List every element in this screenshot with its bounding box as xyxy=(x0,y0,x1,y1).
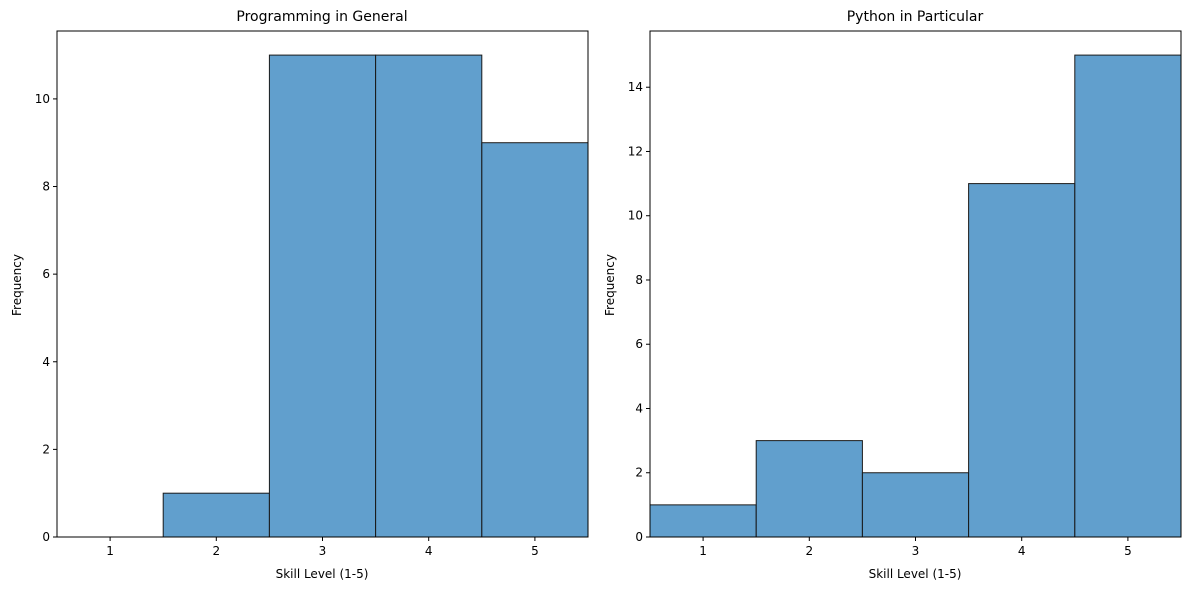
y-tick-label: 14 xyxy=(628,80,643,94)
x-axis-label: Skill Level (1-5) xyxy=(276,567,369,581)
y-axis-label: Frequency xyxy=(10,254,24,316)
y-tick-label: 8 xyxy=(42,180,50,194)
y-tick-label: 2 xyxy=(635,466,643,480)
y-axis-label: Frequency xyxy=(603,254,617,316)
y-axis-ticks: 0 2 4 6 8 10 12 14 xyxy=(628,80,650,544)
y-tick-label: 2 xyxy=(42,442,50,456)
y-tick-label: 4 xyxy=(635,401,643,415)
x-tick-label: 1 xyxy=(699,544,707,558)
x-tick-label: 1 xyxy=(106,544,114,558)
y-tick-label: 4 xyxy=(42,355,50,369)
x-tick-label: 2 xyxy=(805,544,813,558)
x-axis-ticks: 1 2 3 4 5 xyxy=(106,537,539,558)
x-tick-label: 4 xyxy=(1018,544,1026,558)
y-tick-label: 8 xyxy=(635,273,643,287)
plot-frame xyxy=(56,30,589,538)
x-tick-label: 3 xyxy=(912,544,920,558)
x-tick-label: 5 xyxy=(531,544,539,558)
y-tick-label: 6 xyxy=(635,337,643,351)
y-tick-label: 6 xyxy=(42,267,50,281)
x-axis-ticks: 1 2 3 4 5 xyxy=(699,537,1132,558)
y-axis-ticks: 0 2 4 6 8 10 xyxy=(35,92,57,544)
chart-title: Python in Particular xyxy=(847,9,984,25)
bar-4 xyxy=(968,183,1076,538)
x-tick-label: 2 xyxy=(212,544,220,558)
bar-5 xyxy=(481,142,589,538)
bar-2 xyxy=(162,492,270,538)
chart-programming-in-general: Programming in General 1 2 3 4 5 0 2 4 6 8 10 Ski… xyxy=(10,9,589,581)
bar-1 xyxy=(649,504,757,538)
x-tick-label: 5 xyxy=(1124,544,1132,558)
bar-2 xyxy=(755,440,863,538)
x-tick-label: 4 xyxy=(425,544,433,558)
bars xyxy=(162,54,589,538)
bar-3 xyxy=(861,472,970,538)
y-tick-label: 12 xyxy=(628,144,643,158)
bar-3 xyxy=(268,54,377,538)
y-tick-label: 10 xyxy=(35,92,50,106)
chart-title: Programming in General xyxy=(236,9,407,25)
x-axis-label: Skill Level (1-5) xyxy=(869,567,962,581)
y-tick-label: 0 xyxy=(42,530,50,544)
x-tick-label: 3 xyxy=(319,544,327,558)
bar-5 xyxy=(1074,54,1182,538)
y-tick-label: 0 xyxy=(635,530,643,544)
bars xyxy=(649,54,1182,538)
bar-4 xyxy=(375,54,483,538)
y-tick-label: 10 xyxy=(628,209,643,223)
plot-frame xyxy=(649,30,1182,538)
